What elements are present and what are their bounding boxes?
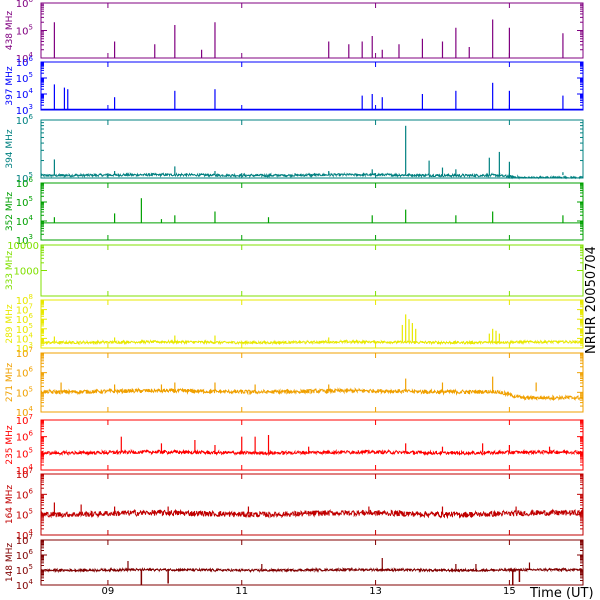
y-tick-label: 106: [16, 487, 34, 501]
y-tick-label: 103: [16, 103, 33, 117]
y-tick-label: 103: [16, 341, 33, 355]
x-tick-label: 15: [503, 586, 516, 597]
y-tick-label: 104: [16, 331, 34, 345]
frequency-label: 289 MHz: [5, 304, 15, 344]
x-tick-labels: 09 11 13 15: [102, 586, 516, 597]
frequency-label: 352 MHz: [5, 192, 15, 232]
flux-series: [40, 448, 584, 457]
x-tick-label: 13: [369, 586, 382, 597]
panel-frame: [40, 119, 584, 179]
panel-frame: [40, 182, 584, 241]
y-tick-label: 106: [16, 55, 34, 69]
frequency-label: 148 MHz: [5, 543, 15, 583]
y-tick-label: 107: [16, 533, 33, 547]
panel-frame: [40, 473, 584, 536]
y-tick-label: 106: [16, 366, 34, 380]
y-tick-label: 105: [16, 195, 33, 209]
y-tick-label: 105: [16, 446, 33, 460]
x-tick-label: 11: [235, 586, 248, 597]
y-tick-label: 105: [16, 322, 33, 336]
y-tick-label: 106: [16, 176, 34, 190]
flux-series: [40, 338, 584, 346]
flux-series: [40, 566, 584, 574]
y-tick-label: 107: [16, 303, 33, 317]
y-tick-label: 107: [16, 346, 33, 360]
y-tick-label: 104: [16, 51, 34, 65]
panel-frame: [40, 61, 584, 111]
frequency-label: 397 MHz: [5, 66, 15, 106]
y-tick-label: 103: [16, 233, 33, 247]
y-tick-label: 107: [16, 413, 33, 427]
panel-frame: [40, 539, 584, 586]
y-tick-label: 108: [16, 293, 33, 307]
frequency-label: 164 MHz: [5, 485, 15, 525]
y-tick-label: 105: [16, 385, 33, 399]
flux-series: [40, 387, 584, 402]
panel-frame: [40, 2, 584, 59]
y-tick-label: 105: [16, 71, 33, 85]
frequency-label: 438 MHz: [5, 11, 15, 51]
y-tick-label: 10000: [7, 241, 39, 252]
panel-frame: [40, 352, 584, 413]
x-tick-label: 09: [102, 586, 115, 597]
panel-frame: [40, 244, 584, 297]
frequency-label: 235 MHz: [5, 425, 15, 465]
y-tick-label: 105: [16, 24, 33, 38]
y-tick-label: 104: [16, 528, 34, 542]
x-axis-label: Time (UT): [529, 586, 594, 600]
y-tick-label: 106: [16, 113, 34, 127]
flux-series: [40, 171, 584, 180]
y-tick-label: 1000: [14, 267, 39, 278]
y-tick-label: 104: [16, 87, 34, 101]
frequency-label: 394 MHz: [5, 129, 15, 169]
frequency-label: 271 MHz: [5, 363, 15, 403]
y-tick-label: 104: [16, 463, 34, 477]
y-tick-label: 104: [16, 214, 34, 228]
panel-frame: [40, 419, 584, 471]
y-tick-label: 107: [16, 467, 33, 481]
y-tick-label: 106: [16, 430, 34, 444]
flux-series: [40, 508, 584, 520]
y-tick-label: 105: [16, 508, 33, 522]
y-tick-label: 104: [16, 578, 34, 592]
y-tick-label: 105: [16, 171, 33, 185]
y-tick-label: 106: [16, 548, 34, 562]
y-tick-label: 106: [16, 0, 34, 10]
figure-id-label: NRHR 20050704: [584, 246, 599, 354]
y-tick-label: 105: [16, 563, 33, 577]
y-tick-label: 106: [16, 312, 34, 326]
frequency-label: 333 MHz: [5, 251, 15, 291]
y-tick-label: 104: [16, 405, 34, 419]
